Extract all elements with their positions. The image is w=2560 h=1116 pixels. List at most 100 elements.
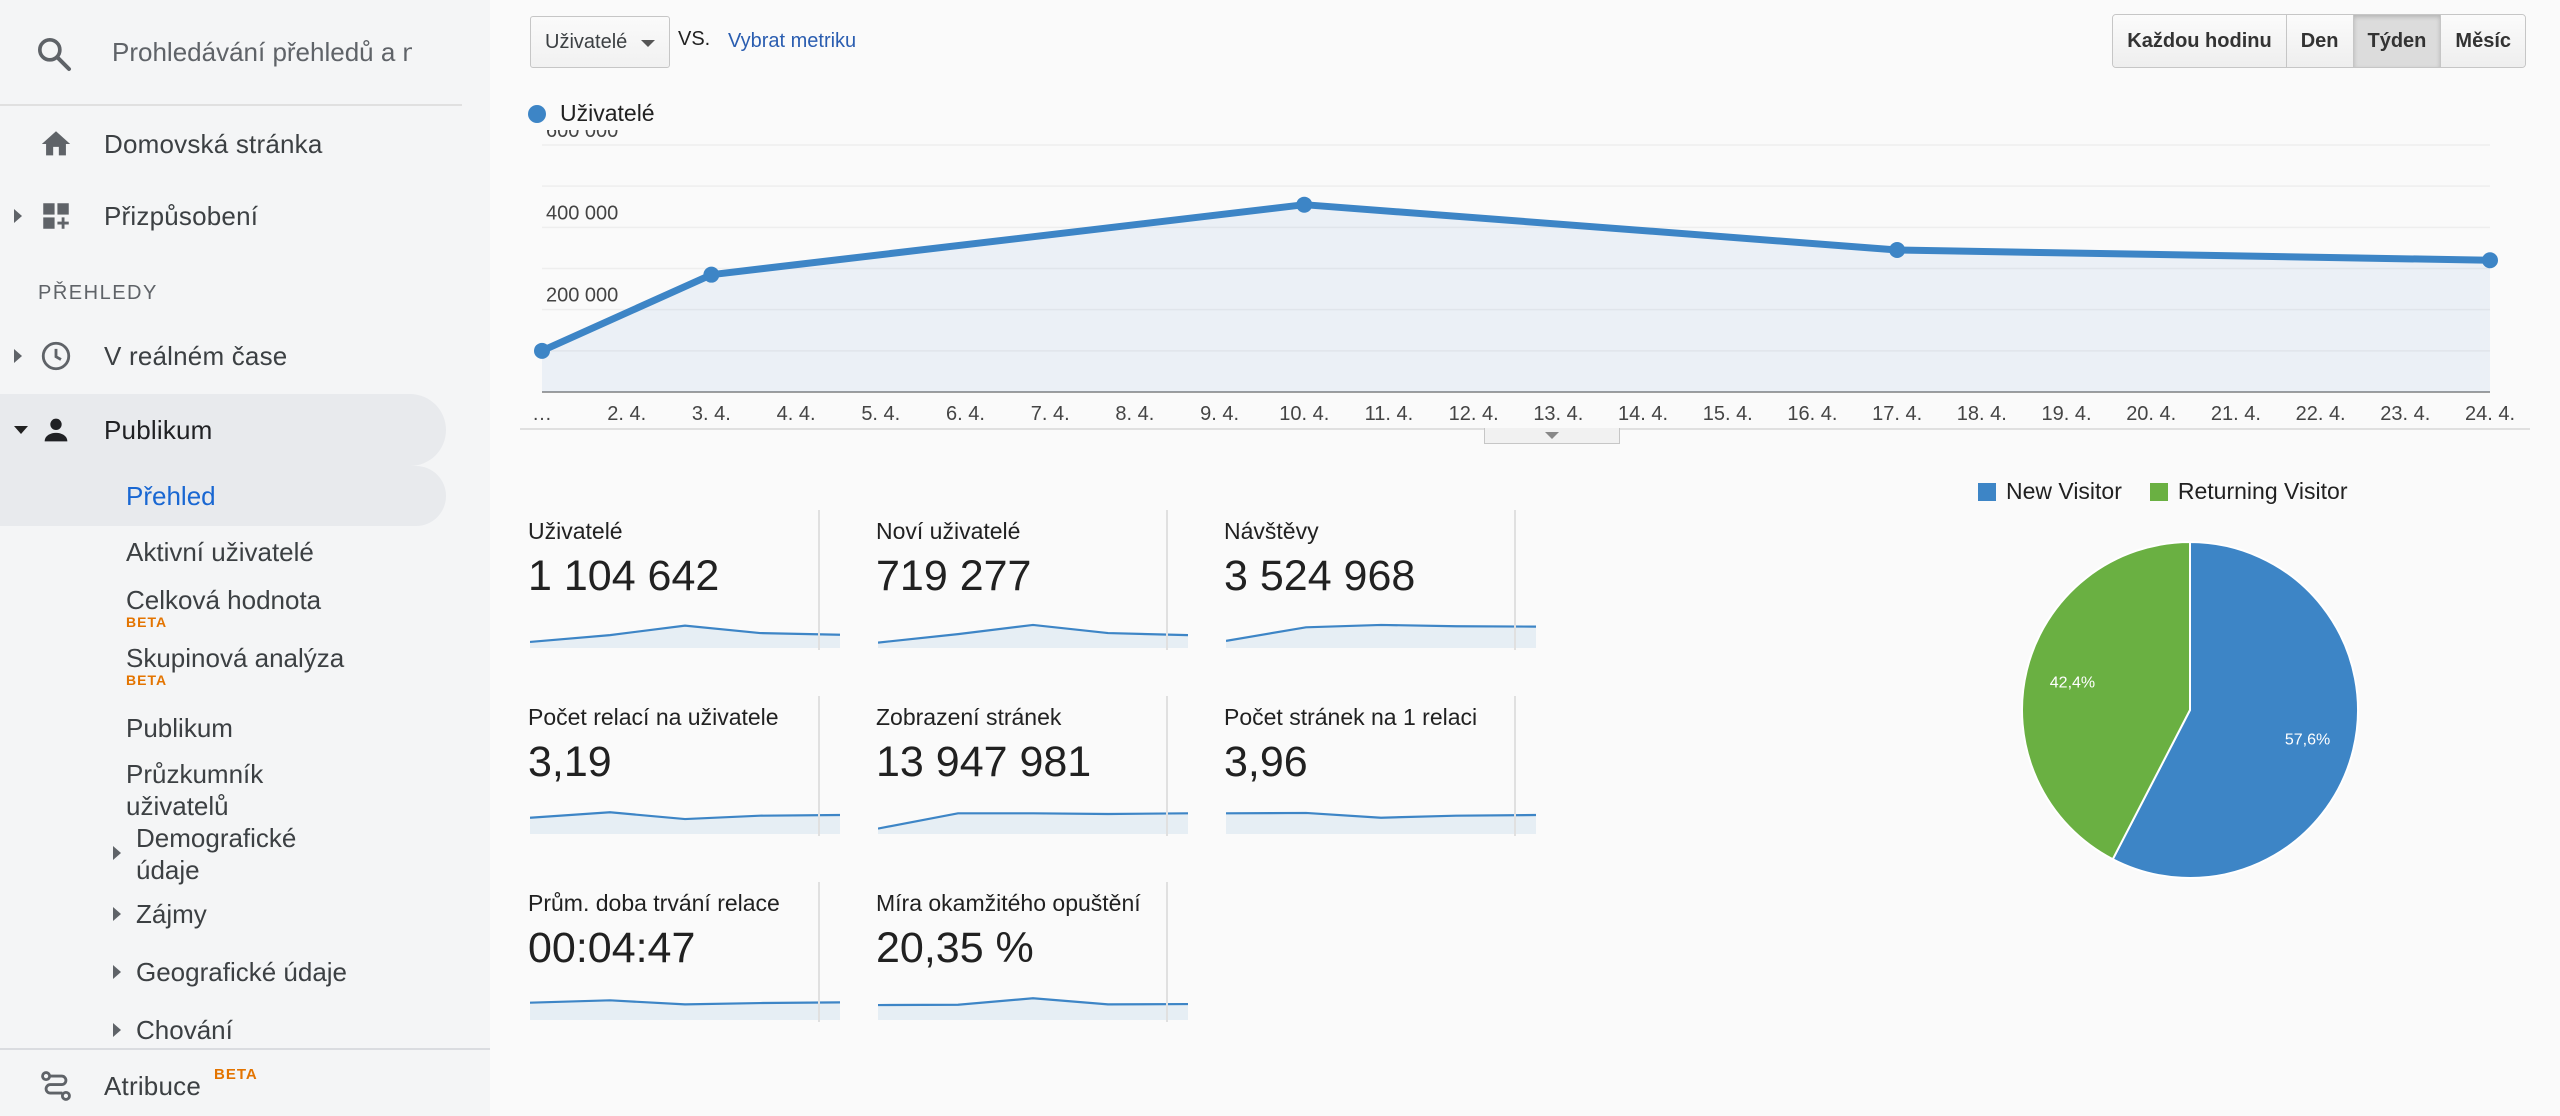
scorecard[interactable]: Zobrazení stránek 13 947 981: [838, 696, 1188, 860]
x-tick-label: 9. 4.: [1200, 403, 1239, 425]
nav-customization[interactable]: Přizpůsobení: [0, 180, 446, 252]
nav-home[interactable]: Domovská stránka: [0, 108, 446, 180]
period-month-button[interactable]: Měsíc: [2441, 15, 2525, 67]
expand-arrow-icon[interactable]: [113, 1023, 121, 1037]
sparkline-line: [878, 812, 1188, 830]
data-point[interactable]: [703, 266, 720, 283]
sidebar-item-label: Publikum: [126, 713, 233, 743]
clock-icon: [36, 336, 76, 376]
divider: [1166, 696, 1168, 836]
data-point[interactable]: [1889, 241, 1906, 258]
scorecard-title: Návštěvy: [1224, 518, 1319, 544]
legend-swatch: [528, 104, 546, 123]
scorecard-value: 719 277: [876, 552, 1032, 600]
nav-audience[interactable]: Publikum: [0, 394, 446, 466]
chart-collapse-handle[interactable]: [1484, 428, 1620, 444]
scorecard[interactable]: Prům. doba trvání relace 00:04:47: [490, 882, 840, 1046]
sidebar: Domovská stránka Přizpůsobení PŘEHLEDY V…: [0, 0, 490, 1116]
beta-badge: BETA: [214, 1066, 258, 1083]
legend-item-new-visitor: New Visitor: [1978, 478, 2122, 505]
vs-label: VS.: [678, 28, 711, 50]
sparkline: [530, 999, 840, 1020]
sparkline-line: [1226, 623, 1536, 642]
sparkline-area: [530, 812, 840, 834]
scorecard-value: 13 947 981: [876, 738, 1092, 786]
period-hourly-button[interactable]: Každou hodinu: [2113, 15, 2287, 67]
x-tick-label: 21. 4.: [2211, 403, 2261, 425]
scorecard-value: 3,96: [1224, 738, 1308, 786]
attribution-icon: [36, 1066, 76, 1106]
scorecard-value: 1 104 642: [528, 552, 720, 600]
expand-arrow-icon[interactable]: [14, 349, 22, 363]
metric-select[interactable]: Uživatelé: [530, 16, 670, 68]
scorecard[interactable]: Míra okamžitého opuštění 20,35 %: [838, 882, 1188, 1046]
y-tick-label: 200 000: [546, 285, 618, 307]
nav-audience-label: Publikum: [104, 414, 213, 445]
x-tick-label: 15. 4.: [1703, 403, 1753, 425]
data-point[interactable]: [1296, 196, 1313, 213]
data-point[interactable]: [2482, 252, 2498, 269]
period-toggle: Každou hodinu Den Týden Měsíc: [2112, 14, 2526, 68]
scorecard-value: 20,35 %: [876, 924, 1034, 972]
beta-badge: BETA: [126, 672, 168, 688]
period-week-button[interactable]: Týden: [2353, 15, 2442, 67]
chevron-down-icon: [641, 40, 655, 47]
scorecard[interactable]: Návštěvy 3 524 968: [1186, 510, 1536, 674]
pie-slice[interactable]: [2111, 540, 2359, 879]
x-tick-label: 4. 4.: [777, 403, 816, 425]
scorecard[interactable]: Uživatelé 1 104 642: [490, 510, 840, 674]
sparkline: [530, 624, 840, 648]
expand-arrow-icon[interactable]: [113, 846, 121, 860]
legend-label: New Visitor: [2006, 478, 2122, 504]
sparkline-area: [1226, 624, 1536, 648]
x-tick-label: 18. 4.: [1957, 403, 2007, 425]
search-input[interactable]: [112, 30, 412, 74]
sidebar-item-label: uživatelů: [126, 791, 229, 821]
x-tick-label: …: [532, 403, 552, 425]
scorecard-title: Míra okamžitého opuštění: [876, 890, 1141, 916]
x-tick-label: 19. 4.: [2041, 403, 2091, 425]
x-tick-label: 14. 4.: [1618, 403, 1668, 425]
sparkline-line: [878, 623, 1188, 644]
scorecard-title: Uživatelé: [528, 518, 623, 544]
scorecard-title: Počet relací na uživatele: [528, 704, 779, 730]
x-tick-label: 16. 4.: [1787, 403, 1837, 425]
pie-slice-label: 42,4%: [2050, 674, 2095, 691]
sidebar-item-label: Zájmy: [136, 899, 207, 929]
divider: [818, 510, 820, 650]
x-tick-label: 12. 4.: [1449, 403, 1499, 425]
scorecard-title: Zobrazení stránek: [876, 704, 1062, 730]
chevron-down-icon: [1545, 432, 1559, 439]
nav-realtime[interactable]: V reálném čase: [0, 320, 446, 392]
legend-swatch: [1978, 482, 1996, 501]
expand-arrow-icon[interactable]: [113, 965, 121, 979]
collapse-arrow-icon[interactable]: [14, 426, 28, 434]
divider: [818, 882, 820, 1022]
expand-arrow-icon[interactable]: [14, 209, 22, 223]
y-tick-label: 400 000: [546, 202, 618, 224]
sidebar-item-overview[interactable]: Přehled: [0, 466, 446, 526]
metric-select-value: Uživatelé: [545, 31, 628, 53]
scorecard-value: 00:04:47: [528, 924, 696, 972]
sparkline-area: [1226, 812, 1536, 834]
pick-metric-link[interactable]: Vybrat metriku: [728, 30, 857, 52]
dashboard-add-icon: [36, 196, 76, 236]
scorecard[interactable]: Noví uživatelé 719 277: [838, 510, 1188, 674]
period-day-button[interactable]: Den: [2286, 15, 2354, 67]
scorecard[interactable]: Počet stránek na 1 relaci 3,96: [1186, 696, 1536, 860]
x-tick-label: 10. 4.: [1279, 403, 1329, 425]
nav-attribution[interactable]: Atribuce BETA: [0, 1050, 446, 1116]
expand-arrow-icon[interactable]: [113, 907, 121, 921]
divider: [1166, 510, 1168, 650]
sidebar-item-label: Demografické: [136, 823, 297, 853]
pie-slice[interactable]: [2021, 540, 2191, 861]
nav-customization-label: Přizpůsobení: [104, 200, 259, 231]
sparkline-line: [878, 997, 1188, 1007]
sparkline: [1226, 623, 1536, 648]
x-tick-label: 24. 4.: [2465, 403, 2515, 425]
data-point[interactable]: [534, 342, 550, 359]
y-tick-label: 600 000: [546, 130, 618, 142]
scorecard[interactable]: Počet relací na uživatele 3,19: [490, 696, 840, 860]
sparkline-area: [878, 813, 1188, 834]
search-icon[interactable]: [34, 34, 74, 74]
